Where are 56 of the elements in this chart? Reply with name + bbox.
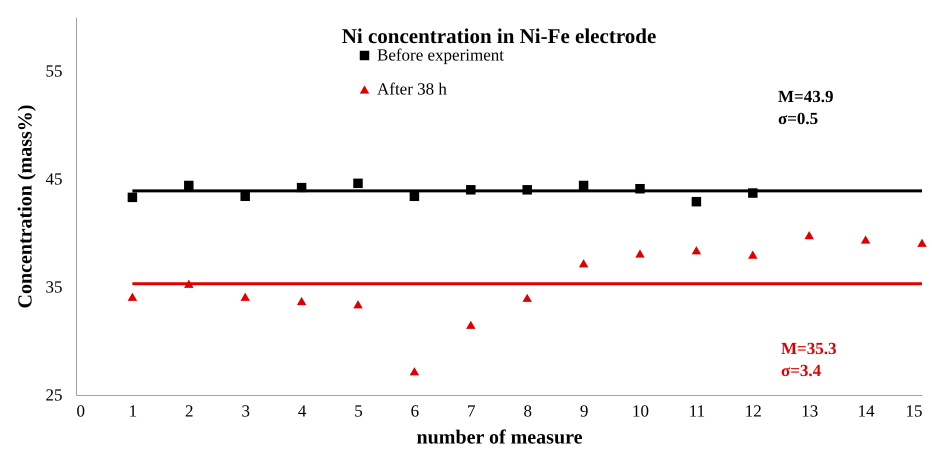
point	[522, 185, 532, 195]
point	[466, 320, 476, 329]
point	[692, 246, 702, 254]
point	[692, 196, 702, 206]
x-tick-label: 1	[128, 402, 138, 420]
point	[635, 184, 645, 194]
point	[410, 192, 420, 202]
legend-label: After 38 h	[377, 80, 448, 98]
x-tick-label: 6	[410, 402, 420, 420]
point	[353, 178, 363, 188]
point	[748, 250, 758, 259]
point	[410, 367, 420, 376]
x-tick-label: 10	[632, 402, 649, 420]
chart-title: Ni concentration in Ni-Fe electrode	[342, 24, 656, 48]
point	[240, 292, 250, 301]
x-tick-label: 13	[801, 402, 818, 420]
y-axis-title: Concentration (mass%)	[14, 104, 36, 308]
annotation: σ=3.4	[781, 361, 822, 380]
x-tick-label: 3	[241, 402, 250, 420]
y-tick-label: 25	[46, 386, 62, 404]
x-tick-label: 2	[185, 402, 194, 420]
point	[635, 249, 645, 258]
x-tick-label: 4	[298, 402, 307, 420]
x-tick-label: 7	[467, 402, 476, 420]
x-tick-label: 8	[523, 402, 532, 420]
point	[240, 192, 250, 202]
point	[466, 185, 476, 195]
x-tick-label: 5	[354, 402, 363, 420]
point	[128, 192, 138, 202]
y-tick-label: 45	[46, 170, 62, 188]
annotation: M=35.3	[781, 339, 836, 358]
y-tick-label: 55	[46, 62, 62, 80]
x-tick-label: 11	[688, 402, 706, 420]
point	[804, 231, 814, 240]
x-tick-label: 12	[744, 402, 762, 420]
x-tick-label: 14	[858, 402, 876, 420]
annotation: M=43.9	[778, 87, 834, 106]
x-tick-label: 9	[580, 402, 588, 420]
x-tick-label: 15	[906, 402, 922, 420]
annotation: σ=0.5	[778, 109, 818, 128]
point	[296, 182, 306, 192]
point	[184, 280, 194, 288]
point	[128, 292, 138, 301]
point	[353, 300, 363, 308]
point	[860, 235, 870, 244]
x-tick-label: 0	[76, 402, 85, 420]
x-axis-title: number of measure	[416, 426, 583, 448]
point	[917, 238, 927, 247]
legend-label: Before experiment	[377, 46, 504, 64]
point	[748, 188, 758, 198]
point	[578, 259, 588, 268]
point	[296, 296, 306, 306]
point	[578, 180, 588, 190]
point	[184, 180, 194, 190]
y-tick-label: 35	[46, 278, 62, 296]
point	[522, 294, 532, 302]
